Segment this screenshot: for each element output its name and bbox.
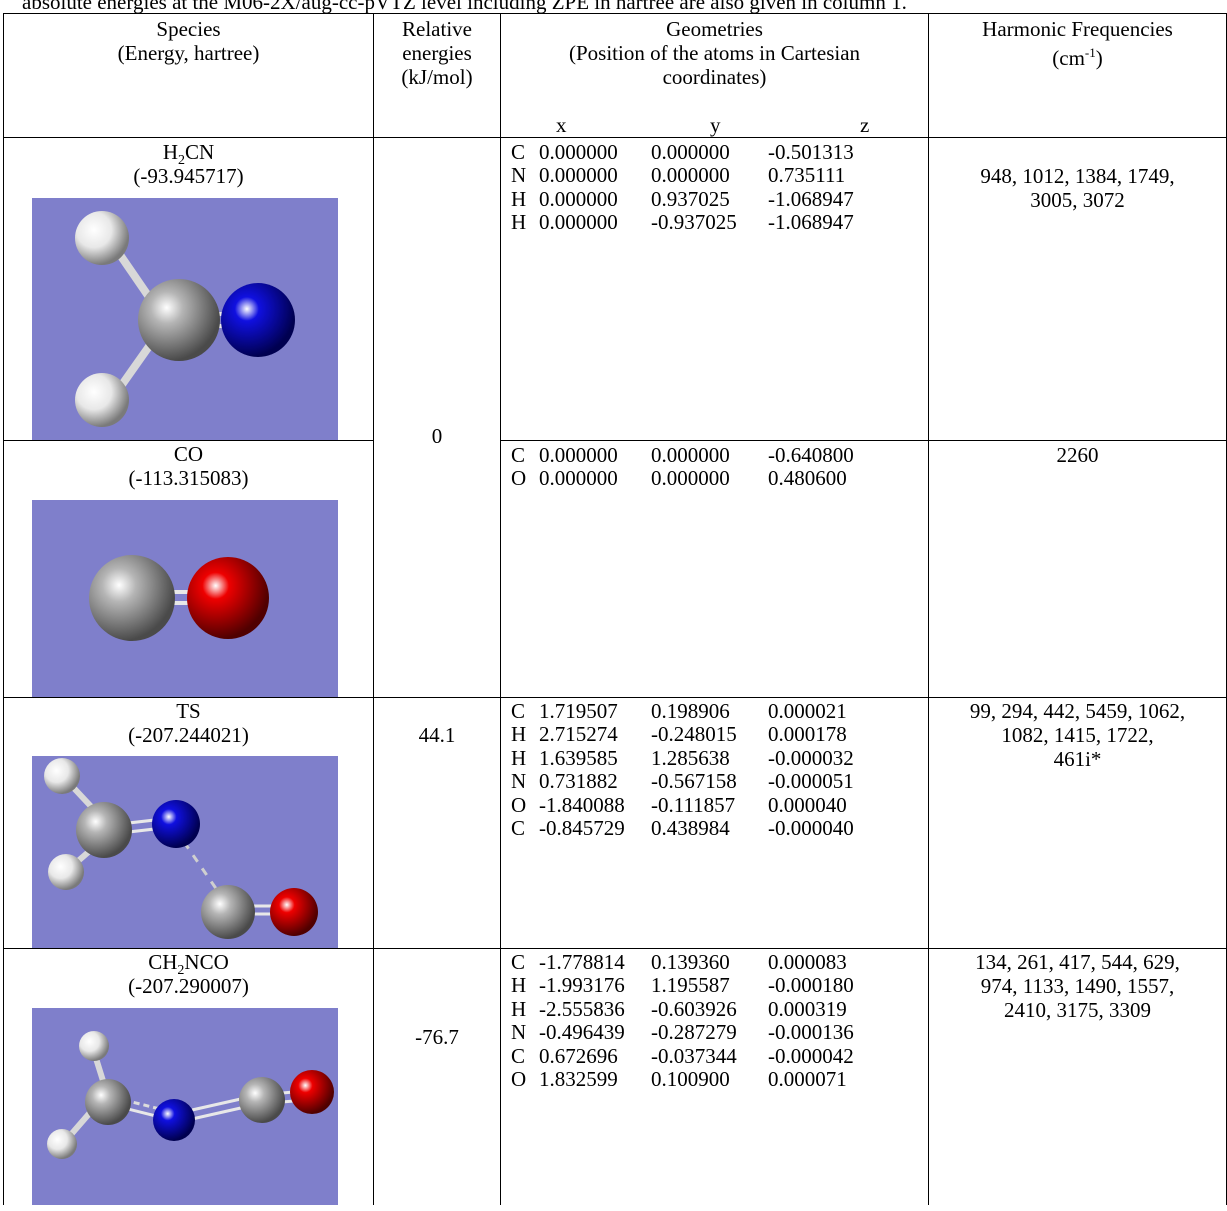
row-divider-2 xyxy=(3,697,1227,698)
frequencies: 2260 xyxy=(1056,443,1099,467)
nitrogen-atom xyxy=(153,1099,195,1141)
col-border-left xyxy=(3,13,4,1205)
hydrogen-atom xyxy=(75,211,129,265)
carbon-atom xyxy=(239,1077,285,1123)
hydrogen-atom xyxy=(44,758,80,794)
header-freq-line1: Harmonic Frequencies xyxy=(982,17,1173,41)
header-relative-line2: energies xyxy=(402,41,472,65)
molecule-h2cn-svg xyxy=(75,211,295,427)
header-geometries: Geometries (Position of the atoms in Car… xyxy=(501,17,928,89)
header-species-line1: Species xyxy=(156,17,221,41)
species-name: TS xyxy=(176,699,201,723)
header-relative-line3: (kJ/mol) xyxy=(401,65,473,89)
frequencies: 134, 261, 417, 544, 629, 974, 1133, 1490,… xyxy=(975,950,1180,1022)
atom-row: C -1.778814 0.139360 0.000083 xyxy=(511,950,847,974)
molecule-image-ts xyxy=(32,756,338,948)
nitrogen-atom xyxy=(221,283,295,357)
header-axis-x: x xyxy=(556,113,567,137)
table-top-border xyxy=(3,13,1227,14)
header-freq-unit: (cm-1) xyxy=(1052,45,1103,70)
header-geometries-line2: (Position of the atoms in Cartesian xyxy=(568,41,861,65)
geometry-block: C 1.719507 0.198906 0.000021 H 2.715274 -0.24… xyxy=(511,699,878,840)
header-species-line2: (Energy, hartree) xyxy=(117,41,260,65)
atom-row: N 0.731882 -0.567158 -0.000051 xyxy=(511,769,854,794)
hydrogen-atom xyxy=(47,1129,77,1159)
atom-row: H 2.715274 -0.248015 0.000178 xyxy=(511,722,847,747)
row-divider-1b xyxy=(500,440,1227,441)
species-energy: (-93.945717) xyxy=(133,164,244,188)
molecule-ch2nco-svg xyxy=(47,1031,334,1159)
col-border-1 xyxy=(373,13,374,1205)
row-divider-3 xyxy=(3,948,1227,949)
frequencies: 99, 294, 442, 5459, 1062, 1082, 1415, 172… xyxy=(969,699,1186,771)
header-axis-z: z xyxy=(860,113,870,137)
row-divider-1 xyxy=(3,440,373,441)
oxygen-atom xyxy=(187,557,269,639)
header-relative-line1: Relative xyxy=(402,17,472,41)
oxygen-atom xyxy=(290,1070,334,1114)
molecule-image-h2cn xyxy=(32,198,338,440)
atom-row: O 1.832599 0.100900 0.000071 xyxy=(511,1066,847,1091)
frequencies: 948, 1012, 1384, 1749, 3005, 3072 xyxy=(980,164,1175,212)
atom-row: H -2.555836 -0.603926 0.000319 xyxy=(511,996,847,1021)
atom-row: C 0.000000 0.000000 -0.640800 xyxy=(511,443,854,467)
header-frequencies: Harmonic Frequencies (cm-1) xyxy=(929,17,1226,70)
hydrogen-atom xyxy=(48,854,84,890)
atom-row: H 0.000000 -0.937025 -1.068947 xyxy=(511,210,854,235)
molecule-image-ch2nco xyxy=(32,1008,338,1205)
molecule-image-co xyxy=(32,500,338,697)
atom-row: C 1.719507 0.198906 0.000021 xyxy=(511,699,847,723)
hydrogen-atom xyxy=(75,373,129,427)
species-name: CH2NCO xyxy=(148,950,229,979)
species-name: CO xyxy=(173,442,204,466)
col-border-3 xyxy=(928,13,929,1205)
header-relative: Relative energies (kJ/mol) xyxy=(374,17,500,89)
carbon-atom xyxy=(89,555,175,641)
geometry-block: C -1.778814 0.139360 0.000083 H -1.993176 1.1… xyxy=(511,950,878,1091)
relative-energy: -76.7 xyxy=(415,1025,459,1049)
carbon-atom xyxy=(138,279,220,361)
geometry-block: C 0.000000 0.000000 -0.501313 N 0.000000 0.00… xyxy=(511,140,878,235)
atom-row: O 0.000000 0.000000 0.480600 xyxy=(511,466,847,491)
header-bottom-border xyxy=(3,137,1227,138)
molecule-ts-svg xyxy=(44,758,318,939)
species-name: H2CN xyxy=(162,140,215,169)
molecule-co-svg xyxy=(89,555,269,641)
header-geometries-line1: Geometries xyxy=(666,17,763,41)
hydrogen-atom xyxy=(79,1031,109,1061)
species-energy: (-207.244021) xyxy=(128,723,249,747)
atom-row: N 0.000000 0.000000 0.735111 xyxy=(511,163,846,188)
nitrogen-atom xyxy=(152,800,200,848)
relative-energy-merged: 0 xyxy=(431,424,443,448)
header-geometries-line3: coordinates) xyxy=(662,65,767,89)
atom-row: O -1.840088 -0.111857 0.000040 xyxy=(511,792,847,817)
geometry-block: C 0.000000 0.000000 -0.640800 O 0.000000 0.00… xyxy=(511,443,878,491)
carbon-atom xyxy=(76,802,132,858)
atom-row: H 1.639585 1.285638 -0.000032 xyxy=(511,745,854,770)
oxygen-atom xyxy=(270,888,318,936)
carbon-atom xyxy=(201,885,255,939)
species-energy: (-207.290007) xyxy=(128,974,249,998)
atom-row: C 0.000000 0.000000 -0.501313 xyxy=(511,140,854,164)
header-axis-y: y xyxy=(710,113,721,137)
species-energy: (-113.315083) xyxy=(128,466,249,490)
atom-row: H -1.993176 1.195587 -0.000180 xyxy=(511,973,854,998)
relative-energy: 44.1 xyxy=(418,723,456,747)
table-caption: absolute energies at the M06-2X/aug-cc-p… xyxy=(22,0,907,14)
header-species: Species (Energy, hartree) xyxy=(4,17,373,65)
atom-row: C 0.672696 -0.037344 -0.000042 xyxy=(511,1043,854,1068)
col-border-2 xyxy=(500,13,501,1205)
atom-row: N -0.496439 -0.287279 -0.000136 xyxy=(511,1020,854,1045)
atom-row: C -0.845729 0.438984 -0.000040 xyxy=(511,815,854,840)
carbon-atom xyxy=(85,1079,131,1125)
atom-row: H 0.000000 0.937025 -1.068947 xyxy=(511,186,854,211)
